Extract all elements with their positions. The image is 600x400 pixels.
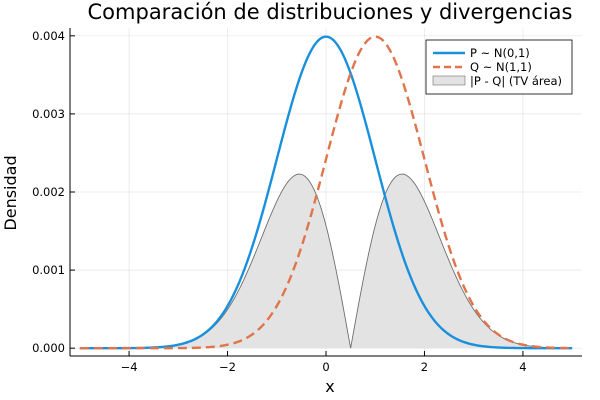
legend: P ~ N(0,1) Q ~ N(1,1) |P - Q| (TV área) [425,39,573,95]
y-tick-label-1: 0.001 [32,263,65,277]
x-tick-label-4: 4 [519,360,526,374]
legend-label-tv: |P - Q| (TV área) [470,74,562,88]
x-tick-label-3: 2 [421,360,428,374]
tv-area-fill [79,174,573,349]
y-tick-label-4: 0.004 [32,29,65,43]
series-line-q [79,35,573,350]
series-line-p [79,35,573,350]
x-tick-label-2: 0 [322,360,329,374]
legend-label-p: P ~ N(0,1) [470,46,530,60]
y-tick-label-0: 0.000 [32,341,65,355]
x-tick-label-0: −4 [121,360,138,374]
y-axis-label: Densidad [1,155,20,230]
y-tick-label-3: 0.003 [32,107,65,121]
chart-title: Comparación de distribuciones y divergen… [88,0,573,24]
x-tick-label-1: −2 [219,360,236,374]
series-layer [79,35,573,350]
x-axis-label: x [325,377,334,396]
y-tick-label-2: 0.002 [32,185,65,199]
legend-label-q: Q ~ N(1,1) [470,60,532,74]
ticks-layer: −4 −2 0 2 4 0.000 0.001 0.002 0.003 0.004 [32,29,527,374]
legend-swatch-tv [432,75,466,86]
